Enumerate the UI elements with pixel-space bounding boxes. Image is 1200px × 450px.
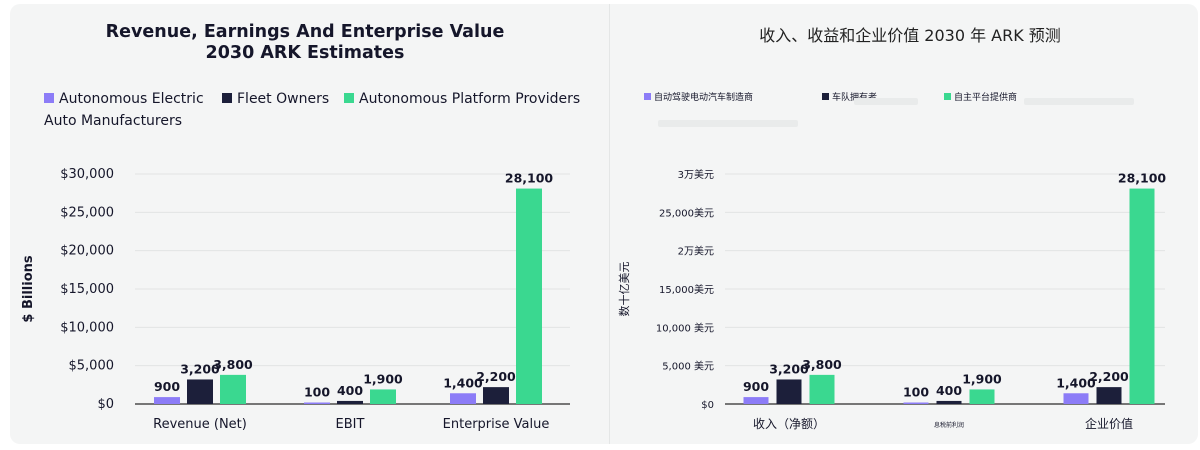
bar [187, 379, 213, 404]
bar [450, 393, 476, 404]
bar-chart-chinese: $0 5,000 美元 10,000 美元 15,000美元 2万美元 25,000美元 3… [617, 168, 1167, 431]
y-tick-label: 2万美元 [678, 245, 714, 258]
bar [220, 374, 246, 404]
y-tick-label: $0 [97, 397, 114, 412]
x-category-label: 收入（净额） [753, 417, 825, 431]
legend-swatch [44, 93, 54, 103]
y-tick-label: 3万美元 [678, 168, 714, 181]
bar [516, 188, 542, 404]
y-tick-label: $20,000 [60, 244, 114, 259]
faded-legend-remnant [658, 120, 798, 127]
legend-item-fleet-owners: Fleet Owners [222, 88, 329, 110]
legend-label: 自动驾驶电动汽车制造商 [654, 93, 754, 103]
x-category-label: EBIT [336, 417, 365, 432]
bar [1096, 387, 1122, 404]
data-label: 1,400 [1056, 375, 1096, 390]
legend-swatch [344, 93, 354, 103]
bar [809, 374, 835, 404]
legend-label-line-2: Auto Manufacturers [44, 113, 183, 129]
bar [1063, 393, 1089, 404]
faded-legend-remnant [1024, 98, 1134, 105]
data-label: 3,800 [213, 357, 253, 372]
x-category-label: 息税前利润 [934, 421, 964, 429]
legend-item-platform-providers: Autonomous Platform Providers [344, 88, 580, 110]
data-label: 3,200 [769, 361, 809, 376]
legend-swatch [822, 93, 829, 100]
bar [743, 397, 769, 404]
bar [370, 389, 396, 404]
legend-swatch [644, 93, 651, 100]
bar [969, 389, 995, 404]
data-label: 1,400 [443, 375, 483, 390]
legend: 自动驾驶电动汽车制造商 车队拥有者 自主平台提供商 [644, 92, 1184, 132]
chart-title-line-2: 2030 ARK Estimates [205, 43, 405, 63]
x-category-label: Enterprise Value [443, 417, 550, 432]
bar [304, 402, 330, 404]
bar [483, 387, 509, 404]
x-category-label: Revenue (Net) [153, 417, 247, 432]
legend-item-platform-providers: 自主平台提供商 [944, 92, 1017, 104]
y-tick-label: $5,000 [69, 359, 115, 374]
legend-label: Autonomous Electric [59, 91, 204, 107]
legend-swatch [222, 93, 232, 103]
bar [337, 400, 363, 404]
chart-panel-chinese: 收入、收益和企业价值 2030 年 ARK 预测 自动驾驶电动汽车制造商 车队拥… [610, 4, 1198, 444]
y-tick-label: $30,000 [60, 167, 114, 182]
bar [936, 400, 962, 404]
bar-chart-english: $0 $5,000 $10,000 $15,000 $20,000 $25,000 $30,… [21, 167, 570, 432]
y-tick-label: 10,000 美元 [656, 321, 714, 334]
data-label: 2,200 [476, 369, 516, 384]
y-axis-label: $ Billions [21, 255, 36, 322]
bar [154, 397, 180, 404]
legend-label: Fleet Owners [237, 91, 330, 107]
data-label: 28,100 [505, 171, 554, 186]
x-category-label: 企业价值 [1085, 416, 1133, 431]
panel-divider [609, 4, 610, 444]
data-label: 1,900 [962, 371, 1002, 386]
data-label: 3,200 [180, 361, 220, 376]
legend-item-autonomous-ev: 自动驾驶电动汽车制造商 [644, 92, 753, 104]
bar [1129, 188, 1155, 404]
data-label: 400 [936, 383, 962, 398]
data-label: 3,800 [802, 357, 842, 372]
legend-label: 自主平台提供商 [954, 93, 1018, 103]
data-label: 100 [903, 385, 929, 400]
legend-item-autonomous-ev: Autonomous Electric Auto Manufacturers [44, 88, 204, 132]
y-tick-label: $15,000 [60, 282, 114, 297]
chart-title-line-1: Revenue, Earnings And Enterprise Value [105, 22, 505, 42]
y-tick-label: $25,000 [60, 205, 114, 220]
y-tick-label: 25,000美元 [659, 206, 714, 219]
y-tick-label: $10,000 [60, 320, 114, 335]
faded-legend-remnant [854, 98, 918, 105]
legend-label: Autonomous Platform Providers [359, 91, 581, 107]
y-axis-label: 数十亿美元 [617, 262, 631, 317]
bar [776, 379, 802, 404]
bar [903, 402, 929, 404]
chart-panel-english: Revenue, Earnings And Enterprise Value 2… [10, 4, 609, 444]
chart-title: Revenue, Earnings And Enterprise Value 2… [60, 22, 550, 64]
data-label: 400 [337, 383, 363, 398]
legend-swatch [944, 93, 951, 100]
chart-card [10, 4, 1198, 444]
data-label: 2,200 [1089, 369, 1129, 384]
data-label: 28,100 [1118, 171, 1167, 186]
chart-title: 收入、收益和企业价值 2030 年 ARK 预测 [759, 26, 1061, 45]
data-label: 1,900 [363, 371, 403, 386]
data-label: 100 [304, 385, 330, 400]
legend: Autonomous Electric Auto Manufacturers F… [44, 88, 604, 134]
data-label: 900 [743, 379, 769, 394]
y-tick-label: 15,000美元 [659, 283, 714, 296]
data-label: 900 [154, 379, 180, 394]
y-tick-label: 5,000 美元 [662, 360, 714, 373]
y-tick-label: $0 [701, 400, 714, 411]
